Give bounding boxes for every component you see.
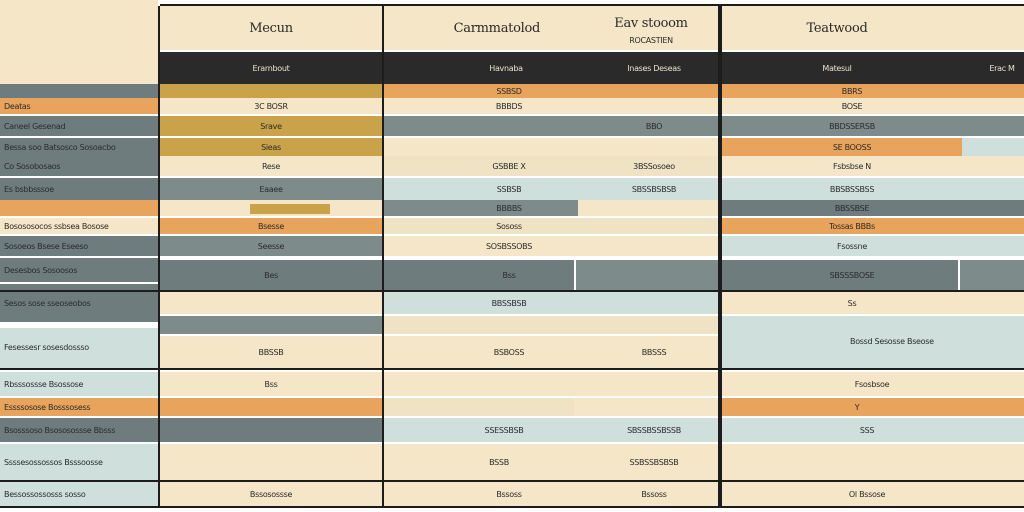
subheader-2: Havnaba [489,63,523,73]
table-cell: SBSSSBOSE [829,270,875,280]
row-label: Bessossossosss sosso [4,489,86,499]
table-cell: Fsossne [837,241,867,251]
header-bg-2 [384,6,718,50]
header-bg-1 [160,6,382,50]
row-label: Rbsssossse Bsossose [4,379,84,389]
column-divider [718,6,722,506]
row-divider [0,368,1024,370]
table-cell: Tossas BBBs [829,221,875,231]
table-cell: BBRS [841,86,863,96]
row-label: Deatas [4,101,31,111]
table-cell: Srave [260,121,282,131]
table-cell: Bssoss [641,489,667,499]
table-cell: BBBDS [495,101,523,111]
table-cell: BBBBS [496,203,522,213]
table-cell: SSESSBSB [484,425,524,435]
table-cell: BBSBSSBSS [829,184,875,194]
row-divider [0,480,1024,482]
row-label: Sesos sose sseoseobos [4,298,91,308]
subheader-3: Inases Deseas [627,63,681,73]
table-cell: Y [854,402,860,412]
table-cell: Bss [264,379,278,389]
row-label: Bessa soo Batsosco Sosoacbo [4,142,116,152]
table-cell: SSBSB [496,184,522,194]
table-cell: SSS [859,425,875,435]
row-label: Essssosose Bosssosess [4,402,91,412]
table-cell: BBO [645,121,663,131]
subheader-1: Erarnbout [252,63,290,73]
table-cell: Bossd Sesosse Bseose [850,337,934,346]
table-cell: BBDSSERSB [829,121,875,131]
column-header-4: Teatwood [806,20,868,36]
row-label: Sosoeos Bsese Eseeso [4,241,88,251]
table-cell: BBSSBSB [491,298,527,308]
column-divider [382,6,384,506]
subheader-4: Matesul [822,63,852,73]
table-cell: Fsosbsoe [854,379,890,389]
header-bg-3 [722,6,1024,50]
subheader-band [160,52,1024,84]
table-cell: Bsesse [257,221,285,231]
table-cell: BBSSB [258,347,284,357]
row-label: Fesessesr sosesdossso [4,343,89,352]
table-cell: Sososs [496,221,522,231]
table-cell [590,84,718,98]
row-label: Co Sosobosaos [4,161,61,171]
table-cell: Rese [261,161,280,171]
table-cell: BBSSBSE [834,203,870,213]
table-cell: SSBSSBSBSB [629,457,679,467]
table-cell: SBSSBSBSB [631,184,677,194]
table-cell: SBSSBSSBSSB [627,425,681,435]
row-label: Es bsbbsssoe [4,184,54,194]
table-cell: BOSE [841,101,863,111]
column-header-3-sub: ROCASTIEN [629,35,673,45]
table-cell: BBSSS [641,347,667,357]
table-cell: Eaaee [259,184,283,194]
table-cell: Bss [502,270,516,280]
row-label: Ssssesossossos Bsssoosse [4,457,103,467]
table-cell: 3C BOSR [254,101,288,111]
table-cell: Bes [264,270,278,280]
corner-cell [0,0,158,84]
table-cell: SOSBSSOBS [486,241,532,251]
column-header-1: Mecun [249,20,293,36]
row-label: Bsosssoso Bsososossse Bbsss [4,425,116,435]
table-cell: Sieas [261,142,281,152]
subheader-5: Erac M [989,63,1015,73]
table-cell: 3BSSosoeo [633,161,675,171]
column-header-3: Eav stooom [614,15,688,31]
table-cell: BSBOSS [493,347,525,357]
table-cell: Ss [847,298,857,308]
table-cell: GSBBE X [492,161,526,171]
column-divider [158,6,160,506]
column-header-2: Carmmatolod [453,20,541,36]
table-cell: SSBSD [496,86,522,96]
table-cell: Seesse [257,241,285,251]
row-label: Bosososocos ssbsea Bosose [4,221,109,231]
table-cell: Fsbsbse N [832,161,871,171]
row-label: Caneel Gesenad [4,121,66,131]
table-cell: Ol Bssose [848,489,886,499]
table-cell: BSSB [489,457,509,467]
table-cell: SE BOOSS [832,142,872,152]
row-divider [0,290,1024,292]
bottom-rule [0,506,1024,508]
table-cell: Bssosossse [249,489,293,499]
table-cell: Bssoss [496,489,522,499]
row-label: Desesbos Sosoosos [4,265,78,275]
top-rule [160,4,1024,6]
